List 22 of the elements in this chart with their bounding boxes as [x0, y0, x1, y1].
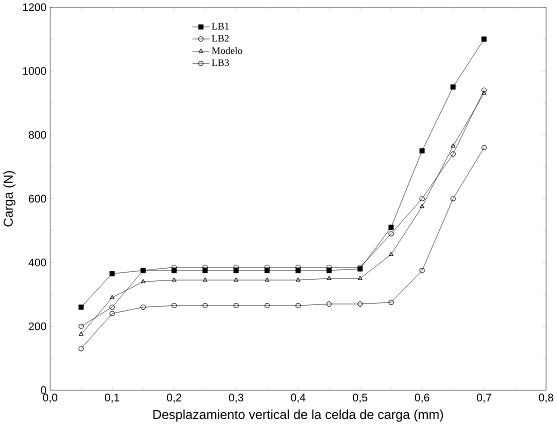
- y-tick-label: 600: [28, 194, 46, 203]
- x-tick-label: 0,5: [352, 394, 368, 403]
- x-tick-label: 0,2: [166, 394, 182, 403]
- y-axis-title: Carga (N): [3, 171, 16, 226]
- legend-label: LB3: [212, 59, 229, 66]
- x-tick-label: 0,3: [228, 394, 244, 403]
- y-tick-label: 1200: [23, 3, 46, 12]
- x-axis-title: Desplazamiento vertical de la celda de carga (mm): [153, 410, 443, 422]
- x-tick-label: 0,8: [538, 394, 554, 403]
- x-tick-label: 0,0: [42, 394, 58, 403]
- x-tick-label: 0,6: [414, 394, 430, 403]
- y-tick-label: 400: [28, 258, 46, 266]
- x-tick-label: 0,4: [290, 394, 306, 403]
- y-tick-label: 1000: [23, 67, 46, 75]
- y-tick-label: 200: [28, 322, 46, 330]
- x-tick-label: 0,7: [476, 394, 492, 403]
- y-tick-label: 0: [40, 386, 46, 394]
- y-tick-label: 800: [28, 130, 46, 139]
- legend-label: Modelo: [212, 47, 242, 54]
- legend-label: LB2: [212, 34, 229, 42]
- legend-label: LB1: [212, 22, 229, 30]
- x-tick-label: 0,1: [104, 394, 120, 403]
